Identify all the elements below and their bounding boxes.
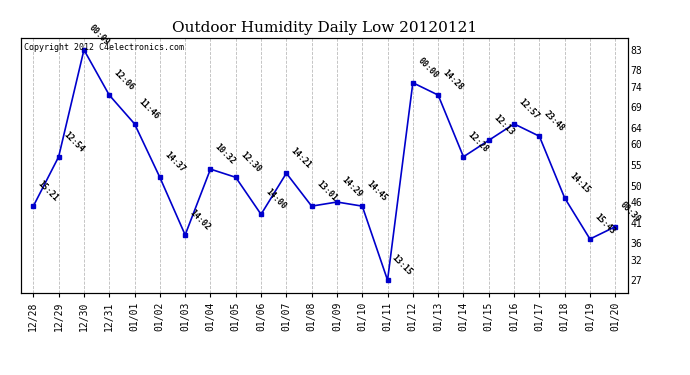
Text: 14:02: 14:02: [188, 208, 212, 232]
Text: 14:45: 14:45: [365, 179, 389, 203]
Text: 00:00: 00:00: [415, 56, 440, 80]
Text: 23:48: 23:48: [542, 110, 566, 134]
Text: 10:32: 10:32: [213, 142, 237, 166]
Text: 00:30: 00:30: [618, 200, 642, 224]
Text: 14:00: 14:00: [264, 188, 288, 211]
Text: 12:57: 12:57: [517, 97, 541, 121]
Text: 14:29: 14:29: [339, 175, 364, 199]
Text: 12:13: 12:13: [491, 114, 515, 138]
Text: 12:28: 12:28: [466, 130, 491, 154]
Text: 12:54: 12:54: [61, 130, 86, 154]
Text: 13:01: 13:01: [315, 179, 339, 203]
Title: Outdoor Humidity Daily Low 20120121: Outdoor Humidity Daily Low 20120121: [172, 21, 477, 35]
Text: 14:21: 14:21: [289, 146, 313, 171]
Text: 14:37: 14:37: [163, 150, 187, 174]
Text: 12:06: 12:06: [112, 68, 136, 92]
Text: 14:28: 14:28: [441, 68, 465, 92]
Text: 00:09: 00:09: [87, 23, 111, 47]
Text: 14:15: 14:15: [567, 171, 591, 195]
Text: 15:43: 15:43: [593, 212, 617, 236]
Text: 12:30: 12:30: [239, 150, 263, 174]
Text: 15:21: 15:21: [36, 179, 60, 203]
Text: 13:15: 13:15: [391, 254, 415, 278]
Text: Copyright 2012 C4electronics.com: Copyright 2012 C4electronics.com: [23, 43, 184, 52]
Text: 11:46: 11:46: [137, 97, 161, 121]
